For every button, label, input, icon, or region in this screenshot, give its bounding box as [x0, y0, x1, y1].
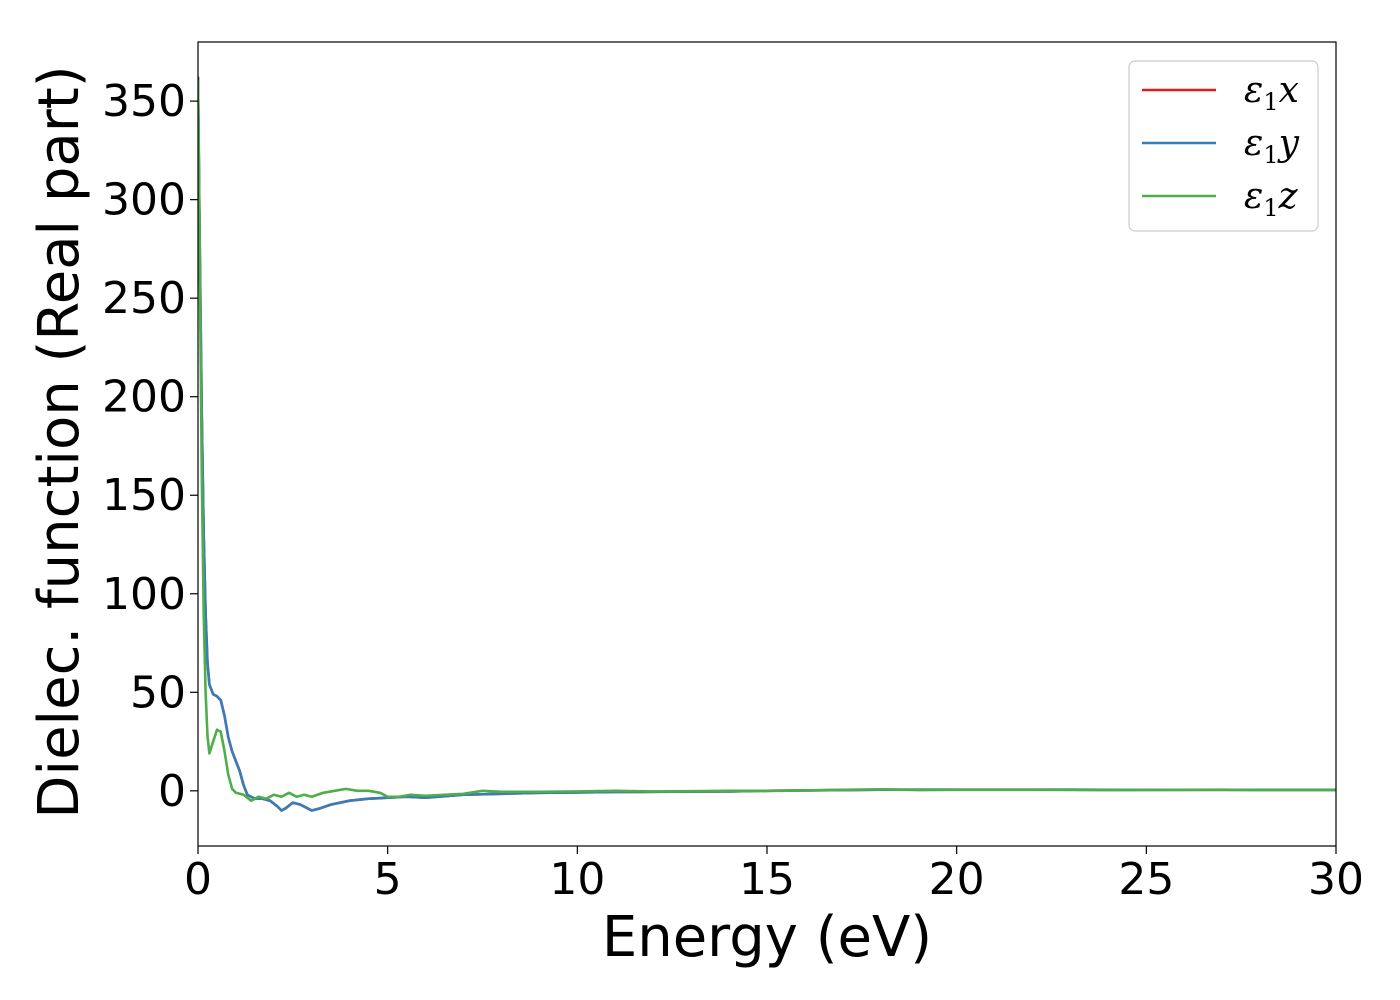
y-tick-label: 250 — [102, 273, 186, 324]
legend-box — [1128, 60, 1319, 232]
x-axis: 0 5 10 15 20 25 30 — [184, 846, 1364, 905]
series-line-z — [198, 80, 1336, 802]
y-axis: 0 50 100 150 200 250 300 350 — [102, 76, 198, 817]
legend-subscript: 1 — [1263, 88, 1278, 116]
x-tick-label: 25 — [1118, 854, 1174, 905]
legend-subscript: 1 — [1263, 141, 1278, 169]
legend-entry-y: ε1y — [1244, 123, 1300, 169]
y-axis-label: Dielec. function (Real part) — [27, 65, 92, 818]
x-tick-label: 15 — [739, 854, 795, 905]
y-tick-label: 350 — [102, 76, 186, 127]
legend-entry-z: ε1z — [1244, 176, 1299, 222]
y-tick-label: 100 — [102, 569, 186, 620]
legend-suffix: z — [1278, 176, 1299, 217]
plot-area — [198, 76, 1336, 812]
x-tick-label: 5 — [374, 854, 402, 905]
legend-entry-x: ε1x — [1244, 70, 1299, 116]
y-tick-label: 150 — [102, 470, 186, 521]
x-tick-label: 30 — [1308, 854, 1364, 905]
x-tick-label: 10 — [549, 854, 605, 905]
y-tick-label: 300 — [102, 175, 186, 226]
legend-suffix: x — [1279, 70, 1299, 111]
y-tick-label: 50 — [130, 667, 186, 718]
x-axis-label: Energy (eV) — [602, 905, 932, 970]
x-tick-label: 0 — [184, 854, 212, 905]
legend-symbol: ε — [1244, 70, 1263, 111]
legend-subscript: 1 — [1263, 194, 1278, 222]
legend-suffix: y — [1277, 123, 1300, 164]
x-tick-label: 20 — [929, 854, 985, 905]
y-tick-label: 0 — [158, 766, 186, 817]
y-tick-label: 200 — [102, 372, 186, 423]
legend-symbol: ε — [1244, 123, 1263, 164]
legend-symbol: ε — [1244, 176, 1263, 217]
